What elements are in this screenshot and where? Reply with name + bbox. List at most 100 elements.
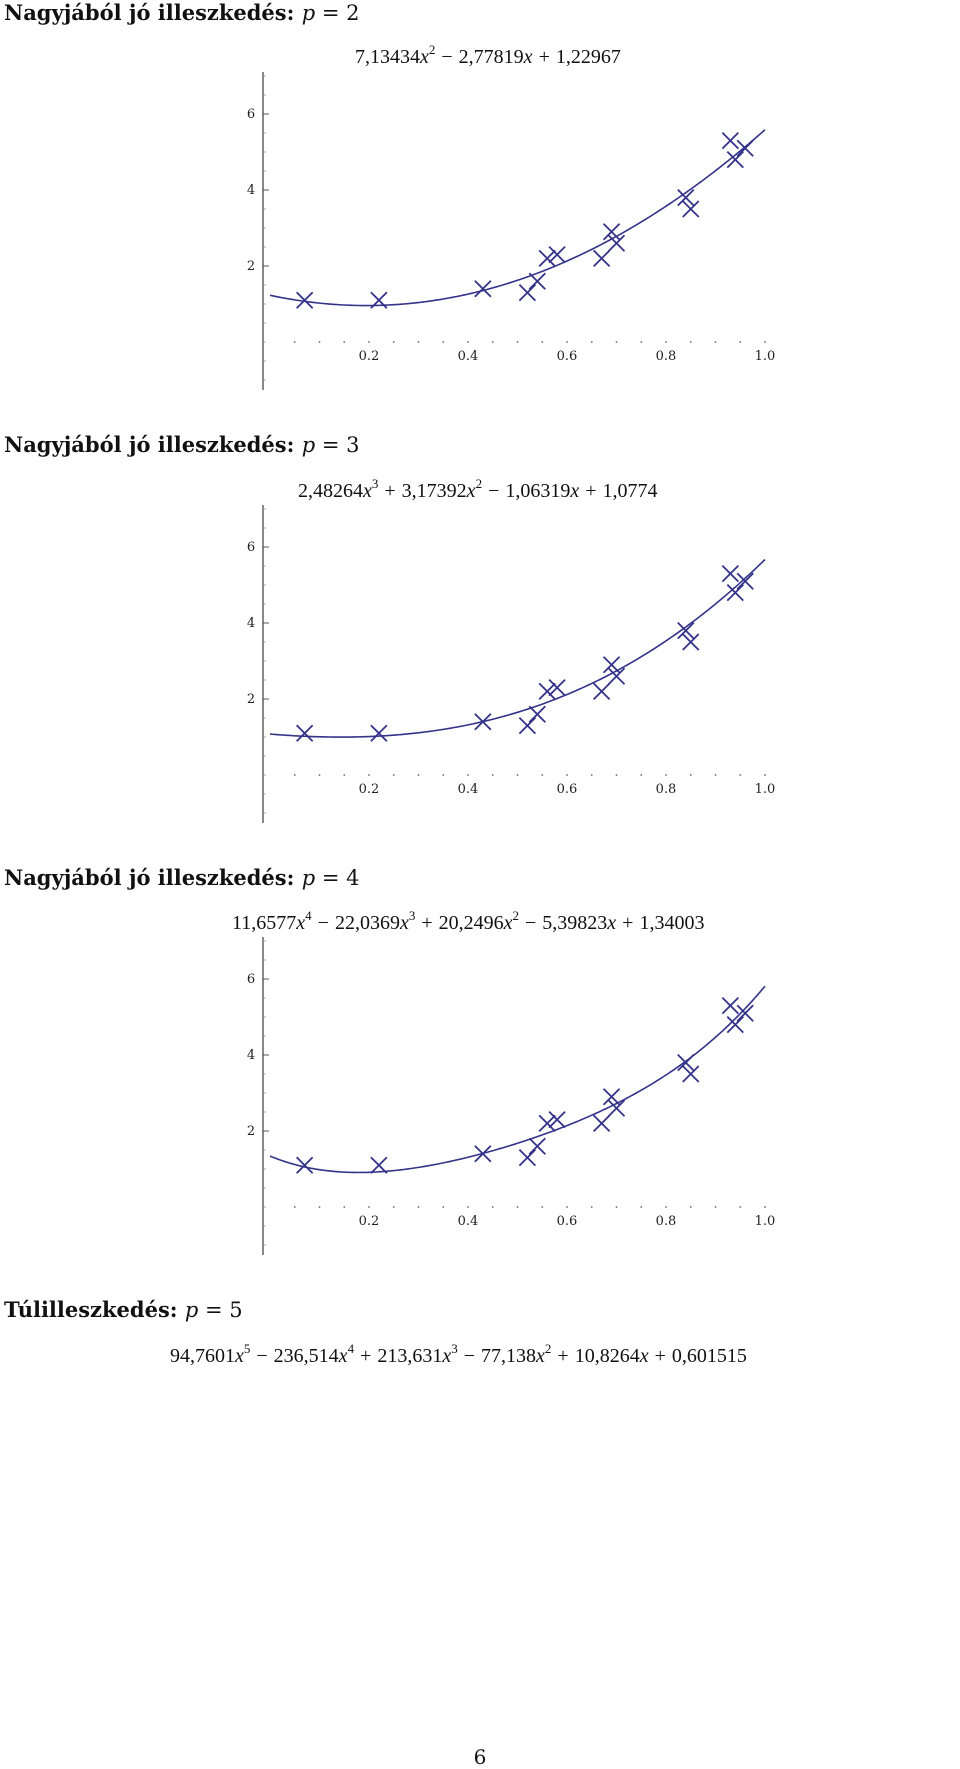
data-point (607, 1099, 626, 1117)
data-point (548, 678, 566, 697)
formula-coefficient: 22,0369 (334, 912, 400, 934)
fit-plot: 2 4 6 0.2 0.4 0.6 0.8 1.0 (247, 505, 776, 823)
data-point-stroke (602, 656, 621, 674)
data-point (538, 1114, 556, 1133)
heading-text: Nagyjából jó illeszkedés: (4, 0, 295, 25)
x-axis-dot (739, 774, 742, 776)
data-point (602, 656, 621, 674)
x-tick-label: 0.2 (359, 349, 380, 364)
section-heading: Nagyjából jó illeszkedés: p = 2 (4, 0, 360, 25)
fit-curve (269, 129, 766, 307)
data-point (548, 1110, 566, 1129)
data-point-stroke (296, 291, 314, 309)
formula-variable: x (536, 1345, 545, 1367)
data-point-stroke (677, 621, 695, 640)
x-axis-dot (318, 341, 321, 343)
formula-exponent: 5 (243, 1341, 251, 1356)
x-axis-dot (566, 341, 568, 343)
formula-variable: x (570, 480, 580, 502)
data-point-stroke (518, 283, 537, 302)
data-point-stroke (538, 1114, 556, 1133)
x-axis-dot (566, 774, 568, 776)
x-axis-dot (689, 774, 692, 776)
formula-operator: − (488, 480, 500, 502)
x-axis-dot (714, 341, 717, 343)
fit-curve (269, 558, 766, 738)
data-point-stroke (548, 245, 566, 264)
data-point (474, 1145, 492, 1163)
x-axis-dot (467, 774, 469, 776)
formula-coefficient: 1,22967 (555, 46, 621, 68)
data-point-stroke (677, 1053, 695, 1072)
x-axis-dot (442, 774, 445, 776)
x-tick-label: 1.0 (755, 349, 776, 364)
x-axis-dot (615, 1206, 618, 1208)
formula-variable: x (420, 46, 429, 68)
data-point (296, 724, 314, 742)
formula-coefficient: 1,0774 (602, 480, 658, 502)
data-point-stroke (736, 1004, 754, 1022)
data-point-stroke (474, 713, 492, 731)
x-axis-dot (368, 1206, 370, 1208)
x-axis-dot (764, 1206, 766, 1208)
param-equation: p = 5 (184, 1298, 243, 1322)
x-axis-dot (392, 341, 395, 343)
y-tick-label: 4 (247, 183, 255, 198)
formula-exponent: 2 (544, 1341, 552, 1356)
data-point-stroke (528, 1137, 546, 1155)
formula-coefficient: 2,77819 (458, 46, 524, 68)
section-heading: Túlilleszkedés: p = 5 (4, 1297, 243, 1322)
x-tick-label: 0.2 (359, 782, 380, 797)
param-equation: p = 4 (301, 866, 360, 890)
y-tick-label: 2 (247, 259, 255, 274)
heading-text: Nagyjából jó illeszkedés: (4, 865, 295, 890)
formula-exponent: 4 (305, 908, 312, 923)
formula-variable: x (442, 1345, 452, 1367)
x-axis-dot (491, 341, 494, 343)
x-axis-dot (516, 774, 519, 776)
formula-variable: x (235, 1345, 244, 1367)
formula-exponent: 3 (371, 476, 379, 491)
x-axis-dot (689, 341, 692, 343)
formula-operator: + (360, 1345, 372, 1367)
formula-variable: x (639, 1345, 649, 1367)
formula-coefficient: 10,8264 (574, 1345, 640, 1367)
formula-operator: − (256, 1345, 268, 1367)
x-axis-dot (541, 341, 544, 343)
data-point (682, 1065, 700, 1083)
formula-operator: − (525, 912, 537, 934)
formula-operator: − (441, 46, 453, 68)
data-point-stroke (736, 572, 754, 590)
formula-exponent: 3 (451, 1341, 458, 1356)
formula-variable: x (399, 912, 409, 934)
x-tick-label: 0.2 (359, 1214, 380, 1229)
x-axis-dot (343, 774, 346, 776)
x-tick-label: 0.8 (656, 1214, 677, 1229)
data-point-stroke (593, 682, 611, 701)
formula-coefficient: 1,06319 (505, 480, 571, 502)
x-axis-dot (665, 774, 667, 776)
x-tick-label: 0.6 (557, 782, 578, 797)
formula-exponent: 4 (347, 1341, 355, 1356)
x-axis-dot (442, 341, 445, 343)
data-point-stroke (677, 188, 695, 207)
x-axis-dot (739, 1206, 742, 1208)
data-point-stroke (607, 234, 626, 252)
formula-exponent: 2 (428, 42, 436, 57)
x-axis-dot (590, 774, 593, 776)
x-tick-label: 1.0 (755, 782, 776, 797)
data-point (602, 223, 621, 241)
fit-plot: 2 4 6 0.2 0.4 0.6 0.8 1.0 (247, 72, 776, 390)
formula-variable: x (607, 912, 617, 934)
x-axis-dot (392, 1206, 395, 1208)
x-axis-dot (491, 774, 494, 776)
param-equation: p = 2 (301, 1, 360, 25)
y-tick-label: 4 (247, 1048, 255, 1063)
data-point (370, 1156, 388, 1174)
x-axis-dot (467, 341, 469, 343)
data-point (682, 200, 700, 218)
formula-coefficient: 20,2496 (438, 912, 504, 934)
formula-coefficient: 77,138 (481, 1345, 537, 1367)
data-point-stroke (593, 1114, 611, 1133)
x-axis-dot (640, 341, 643, 343)
